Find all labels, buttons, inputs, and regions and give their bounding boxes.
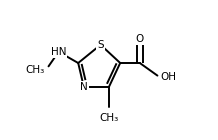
Text: HN: HN [51, 47, 66, 57]
Text: CH₃: CH₃ [25, 65, 45, 75]
Text: CH₃: CH₃ [99, 113, 119, 123]
Text: O: O [136, 34, 144, 44]
Text: OH: OH [161, 72, 177, 82]
Text: N: N [80, 82, 88, 92]
Text: S: S [97, 40, 104, 50]
